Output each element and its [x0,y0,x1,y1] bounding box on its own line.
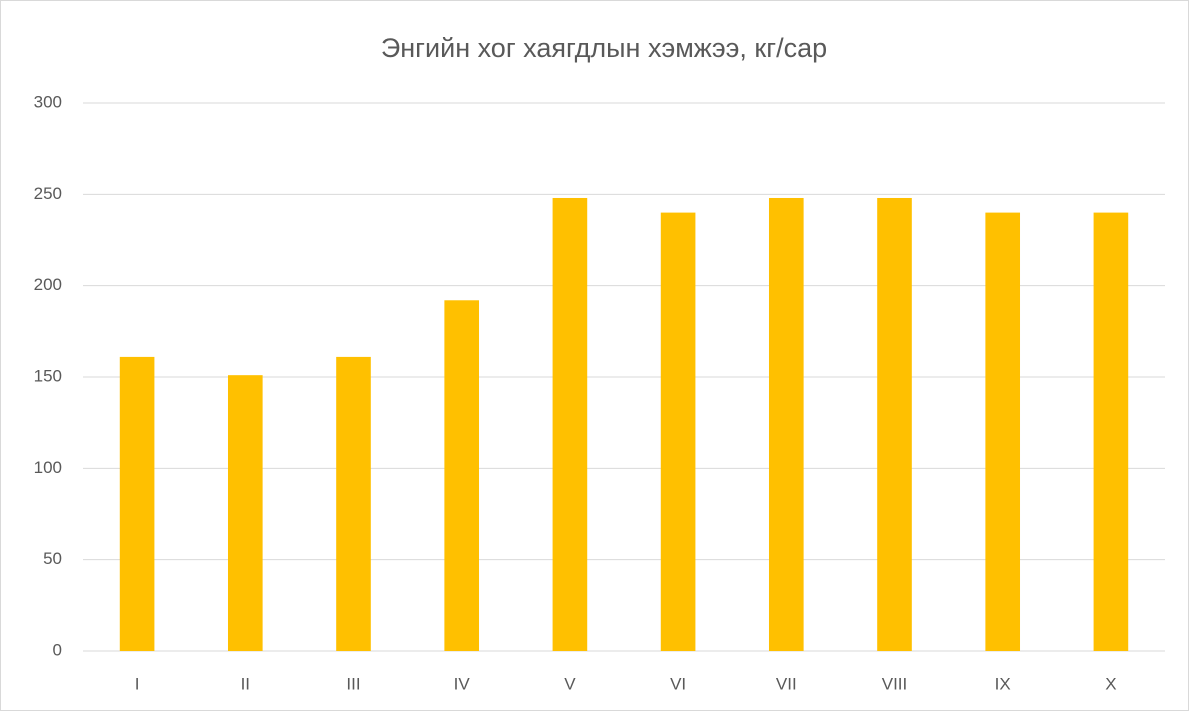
bar [877,197,912,651]
y-tick-label: 250 [34,184,62,203]
bar [119,356,155,651]
x-tick-label: I [135,674,140,693]
y-tick-label: 50 [43,549,62,568]
x-tick-label: II [241,674,250,693]
bar [336,356,371,651]
y-tick-label: 100 [34,458,62,477]
y-tick-label: 200 [34,275,62,294]
x-tick-label: V [564,674,576,693]
y-tick-label: 0 [53,640,62,659]
x-tick-label: VII [776,674,797,693]
bar [444,300,480,651]
bar [227,375,263,651]
x-tick-label: III [346,674,360,693]
x-tick-label: VI [670,674,686,693]
x-tick-label: IX [995,674,1011,693]
bar [1093,212,1129,651]
x-tick-label: IV [454,674,471,693]
y-tick-label: 300 [34,92,62,111]
y-tick-label: 150 [34,366,62,385]
bar [768,197,804,651]
bar [985,212,1021,651]
x-tick-label: X [1105,674,1116,693]
chart-title: Энгийн хог хаягдлын хэмжээ, кг/сар [381,33,827,63]
x-tick-label: VIII [882,674,908,693]
bar [552,197,588,651]
bar [660,212,696,651]
